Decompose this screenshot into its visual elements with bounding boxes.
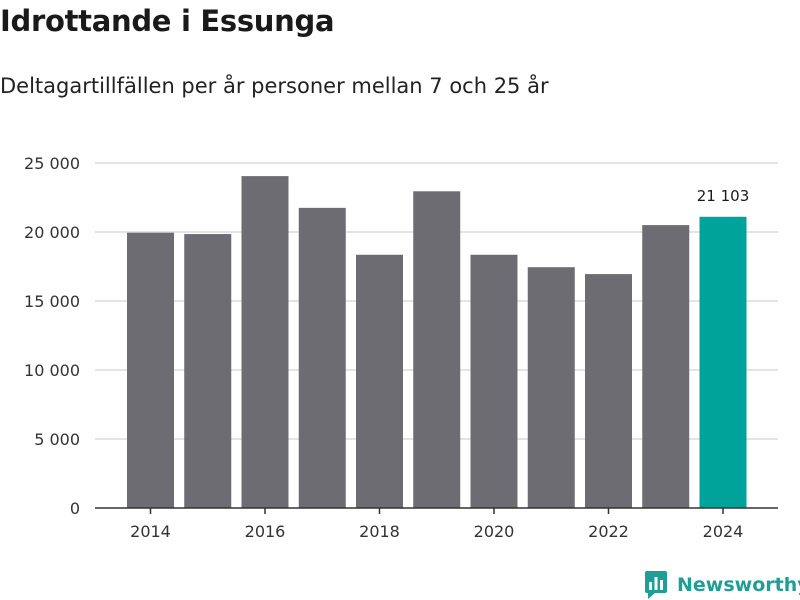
bar-2021 — [527, 267, 575, 508]
bar-2020 — [470, 254, 518, 508]
bar-2024 — [699, 216, 747, 508]
y-tick-label: 0 — [70, 499, 80, 518]
y-tick-label: 15 000 — [24, 292, 80, 311]
bar-2018 — [356, 254, 403, 508]
chart-title: Idrottande i Essunga — [0, 4, 335, 38]
y-tick-label: 25 000 — [24, 154, 80, 173]
x-tick-label: 2016 — [245, 522, 286, 541]
bar-2017 — [298, 207, 346, 508]
x-tick-label: 2022 — [588, 522, 629, 541]
brand-name: Newsworthy — [677, 574, 800, 596]
y-tick-label: 20 000 — [24, 223, 80, 242]
bar-2022 — [585, 274, 632, 508]
y-tick-label: 10 000 — [24, 361, 80, 380]
y-tick-label: 5 000 — [34, 430, 80, 449]
chart-subtitle: Deltagartillfällen per år personer mella… — [0, 74, 549, 98]
bar-chart: 21 103 0 5 000 10 000 15 000 20 000 25 000 201… — [24, 154, 778, 541]
x-tick-label: 2014 — [130, 522, 171, 541]
x-tick-label: 2018 — [359, 522, 400, 541]
bar-2023 — [642, 225, 690, 508]
data-label-2024: 21 103 — [697, 187, 750, 205]
newsworthy-brand: Newsworthy — [644, 570, 800, 600]
x-tick-label: 2024 — [703, 522, 744, 541]
bar-2019 — [413, 191, 461, 509]
x-tick-label: 2020 — [474, 522, 515, 541]
bar-2015 — [184, 234, 232, 508]
newsworthy-logo-icon — [645, 571, 667, 599]
bar-2014 — [127, 232, 174, 508]
bar-2016 — [241, 176, 289, 509]
